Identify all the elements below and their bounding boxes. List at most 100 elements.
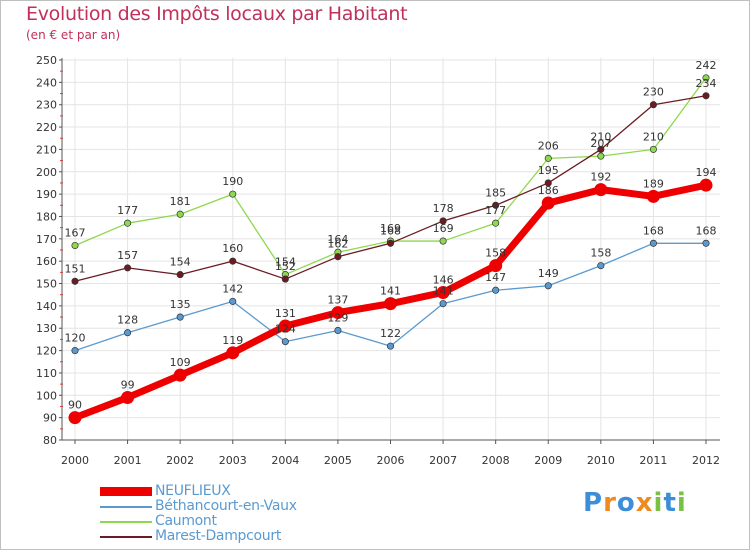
y-tick-label: 180 xyxy=(36,210,57,223)
data-point-caumont xyxy=(439,237,447,245)
x-tick-label: 2005 xyxy=(324,454,352,467)
data-label-caumont: 154 xyxy=(275,256,296,269)
data-label-neuflieux: 109 xyxy=(170,356,191,369)
data-point-caumont xyxy=(544,154,552,162)
data-label-neuflieux: 90 xyxy=(68,399,82,412)
data-point-marest-dampcourt xyxy=(544,179,552,187)
data-label-bethancourt-en-vaux: 168 xyxy=(643,224,664,237)
y-tick-label: 80 xyxy=(43,434,57,447)
y-tick-label: 250 xyxy=(36,54,57,67)
data-label-bethancourt-en-vaux: 122 xyxy=(380,327,401,340)
data-point-neuflieux xyxy=(68,411,82,425)
data-label-bethancourt-en-vaux: 135 xyxy=(170,298,191,311)
data-point-caumont xyxy=(124,219,132,227)
data-point-caumont xyxy=(71,241,79,250)
y-tick-label: 160 xyxy=(36,255,57,268)
data-label-caumont: 177 xyxy=(485,204,506,217)
x-tick-label: 2006 xyxy=(377,454,405,467)
data-label-caumont: 169 xyxy=(380,222,401,235)
logo-letter: i xyxy=(676,488,687,518)
data-point-bethancourt-en-vaux xyxy=(649,239,657,247)
data-point-marest-dampcourt xyxy=(386,239,395,247)
y-tick-label: 150 xyxy=(36,278,57,291)
y-tick-label: 100 xyxy=(36,389,57,402)
data-label-bethancourt-en-vaux: 147 xyxy=(485,271,506,284)
data-label-bethancourt-en-vaux: 141 xyxy=(433,285,454,298)
data-label-marest-dampcourt: 157 xyxy=(117,249,138,262)
data-point-neuflieux xyxy=(173,368,187,382)
data-point-neuflieux xyxy=(121,391,135,405)
data-label-marest-dampcourt: 168 xyxy=(380,224,401,237)
data-label-caumont: 169 xyxy=(433,222,454,235)
logo-letter: o xyxy=(616,488,636,518)
x-tick-label: 2004 xyxy=(271,454,299,467)
legend-swatch xyxy=(100,521,152,523)
data-point-bethancourt-en-vaux xyxy=(386,342,395,350)
chart-subtitle: (en € et par an) xyxy=(26,28,121,42)
logo-letter: x xyxy=(635,488,654,518)
data-label-marest-dampcourt: 160 xyxy=(222,242,243,255)
data-point-bethancourt-en-vaux xyxy=(544,282,552,290)
data-point-bethancourt-en-vaux xyxy=(492,286,500,294)
y-tick-label: 190 xyxy=(36,188,57,201)
x-tick-label: 2012 xyxy=(692,454,720,467)
data-point-caumont xyxy=(492,219,500,227)
y-tick-label: 120 xyxy=(36,345,57,358)
data-point-marest-dampcourt xyxy=(492,201,500,209)
data-label-marest-dampcourt: 234 xyxy=(696,77,717,90)
data-label-marest-dampcourt: 230 xyxy=(643,86,664,99)
data-label-marest-dampcourt: 178 xyxy=(433,202,454,215)
x-tick-label: 2003 xyxy=(219,454,247,467)
data-point-caumont xyxy=(176,210,184,218)
data-point-caumont xyxy=(229,190,237,198)
legend-label: Marest-Dampcourt xyxy=(155,528,282,544)
data-label-bethancourt-en-vaux: 149 xyxy=(538,267,559,280)
data-point-marest-dampcourt xyxy=(281,275,289,283)
data-point-bethancourt-en-vaux xyxy=(597,262,605,270)
y-tick-label: 220 xyxy=(36,121,57,134)
x-tick-label: 2011 xyxy=(639,454,667,467)
data-label-neuflieux: 99 xyxy=(121,379,135,392)
data-label-marest-dampcourt: 195 xyxy=(538,164,559,177)
data-label-caumont: 207 xyxy=(590,137,611,150)
data-point-marest-dampcourt xyxy=(649,101,657,109)
data-point-bethancourt-en-vaux xyxy=(439,300,447,308)
data-label-bethancourt-en-vaux: 128 xyxy=(117,314,138,327)
data-label-marest-dampcourt: 151 xyxy=(65,262,86,275)
x-tick-label: 2000 xyxy=(61,454,89,467)
data-label-caumont: 242 xyxy=(696,59,717,72)
legend-label: Caumont xyxy=(155,513,217,529)
y-tick-label: 210 xyxy=(36,143,57,156)
data-point-marest-dampcourt xyxy=(229,257,237,265)
logo-letter: r xyxy=(603,488,617,518)
data-point-neuflieux xyxy=(699,178,713,192)
x-tick-label: 2008 xyxy=(482,454,510,467)
data-point-caumont xyxy=(597,152,605,160)
x-tick-label: 2010 xyxy=(587,454,615,467)
x-tick-label: 2001 xyxy=(114,454,142,467)
legend-label: NEUFLIEUX xyxy=(155,483,231,499)
x-tick-label: 2002 xyxy=(166,454,194,467)
data-label-neuflieux: 186 xyxy=(538,184,559,197)
legend-swatch xyxy=(100,487,152,496)
data-label-bethancourt-en-vaux: 158 xyxy=(590,247,611,260)
data-label-marest-dampcourt: 152 xyxy=(275,260,296,273)
data-label-marest-dampcourt: 154 xyxy=(170,256,191,269)
data-point-marest-dampcourt xyxy=(124,264,132,272)
data-label-neuflieux: 137 xyxy=(327,294,348,307)
data-label-neuflieux: 192 xyxy=(590,171,611,184)
data-label-neuflieux: 141 xyxy=(380,285,401,298)
data-label-neuflieux: 131 xyxy=(275,307,296,320)
data-point-marest-dampcourt xyxy=(176,271,184,279)
data-label-bethancourt-en-vaux: 124 xyxy=(275,323,296,336)
data-label-marest-dampcourt: 162 xyxy=(327,238,348,251)
legend-swatch xyxy=(100,536,152,538)
data-label-caumont: 167 xyxy=(65,227,86,240)
y-tick-label: 130 xyxy=(36,322,57,335)
data-point-bethancourt-en-vaux xyxy=(229,297,237,305)
data-label-neuflieux: 119 xyxy=(222,334,243,347)
data-label-bethancourt-en-vaux: 120 xyxy=(65,332,86,345)
data-point-neuflieux xyxy=(646,189,660,203)
data-point-neuflieux xyxy=(384,297,397,311)
